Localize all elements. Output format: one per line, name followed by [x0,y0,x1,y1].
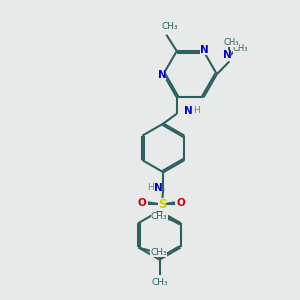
Text: CH₃: CH₃ [152,278,168,287]
Text: H: H [193,106,200,115]
Text: CH₃: CH₃ [151,212,167,221]
Text: CH₃: CH₃ [223,38,238,47]
Text: N: N [154,183,162,193]
Text: N: N [200,45,208,55]
Text: N: N [184,106,192,116]
Text: S: S [158,198,166,211]
Text: O: O [138,199,146,208]
Text: O: O [176,199,185,208]
Text: H: H [148,183,154,192]
Text: CH₃: CH₃ [233,44,248,53]
Text: N: N [223,50,231,61]
Text: CH₃: CH₃ [162,22,178,31]
Text: CH₃: CH₃ [150,248,167,257]
Text: N: N [158,70,166,80]
